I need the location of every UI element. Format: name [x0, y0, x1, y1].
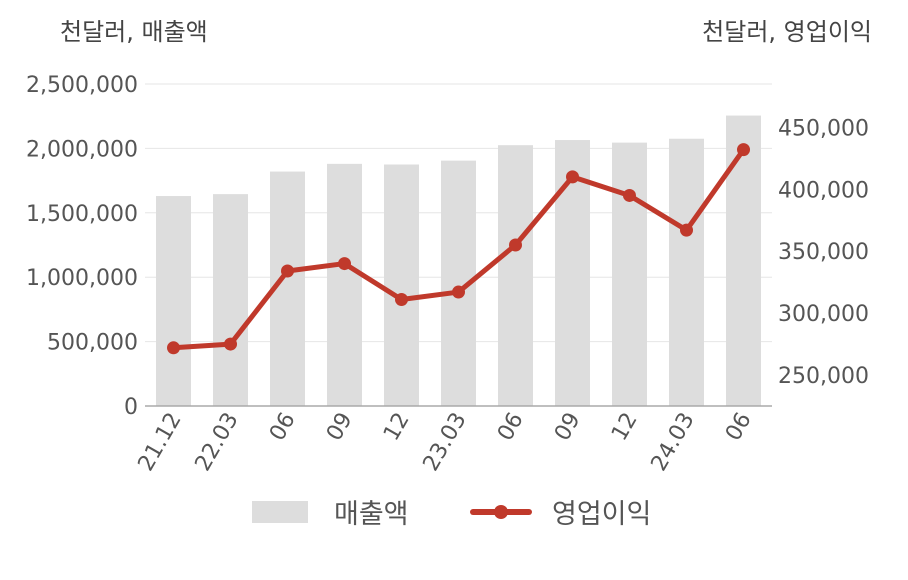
legend-line-swatch — [470, 501, 532, 523]
line-point — [338, 257, 351, 271]
bar — [612, 142, 647, 406]
y-right-tick-label: 300,000 — [778, 302, 869, 327]
bar — [327, 163, 362, 406]
y-right-tick-label: 250,000 — [778, 364, 869, 389]
x-tick-label: 09 — [322, 409, 358, 446]
x-tick-label: 09 — [550, 409, 586, 446]
y-left-tick-label: 1,000,000 — [26, 266, 138, 291]
legend-item-bar: 매출액 — [252, 492, 409, 531]
bar — [384, 164, 419, 406]
line-point — [737, 143, 750, 157]
x-tick-label: 12 — [379, 409, 415, 446]
y-right-tick-label: 450,000 — [778, 116, 869, 141]
bar — [213, 194, 248, 406]
line-point — [623, 188, 636, 202]
y-left-tick-label: 0 — [124, 395, 138, 420]
line-point — [509, 238, 522, 252]
line-point — [395, 292, 408, 306]
legend-item-line: 영업이익 — [470, 492, 651, 531]
y-left-tick-label: 2,000,000 — [26, 137, 138, 162]
bar — [669, 138, 704, 407]
chart-legend: 매출액 영업이익 — [0, 492, 908, 536]
x-tick-label: 12 — [607, 409, 643, 446]
bar — [498, 145, 533, 406]
line-point — [566, 170, 579, 184]
y-left-tick-label: 2,500,000 — [26, 73, 138, 98]
line-point — [224, 337, 237, 351]
legend-line-label: 영업이익 — [552, 499, 652, 530]
bar — [555, 140, 590, 406]
x-tick-label: 24.03 — [647, 409, 700, 476]
bar — [156, 196, 191, 406]
x-tick-label: 21.12 — [134, 409, 187, 476]
x-tick-label: 06 — [265, 409, 301, 446]
line-point — [281, 264, 294, 278]
legend-bar-swatch — [252, 500, 308, 523]
left-axis-unit-label: 천달러, 매출액 — [60, 18, 208, 46]
line-point — [167, 341, 180, 355]
right-axis-unit-label: 천달러, 영업이익 — [702, 18, 872, 46]
line-point — [680, 223, 693, 237]
bar — [726, 115, 761, 406]
y-left-tick-label: 500,000 — [47, 331, 138, 356]
y-right-tick-label: 350,000 — [778, 240, 869, 265]
x-tick-label: 23.03 — [419, 409, 472, 476]
y-left-tick-label: 1,500,000 — [26, 202, 138, 227]
legend-bar-label: 매출액 — [334, 499, 409, 530]
x-tick-label: 22.03 — [191, 409, 244, 476]
line-point — [452, 285, 465, 299]
x-tick-label: 06 — [721, 409, 757, 446]
x-tick-label: 06 — [493, 409, 529, 446]
y-right-tick-label: 400,000 — [778, 178, 869, 203]
